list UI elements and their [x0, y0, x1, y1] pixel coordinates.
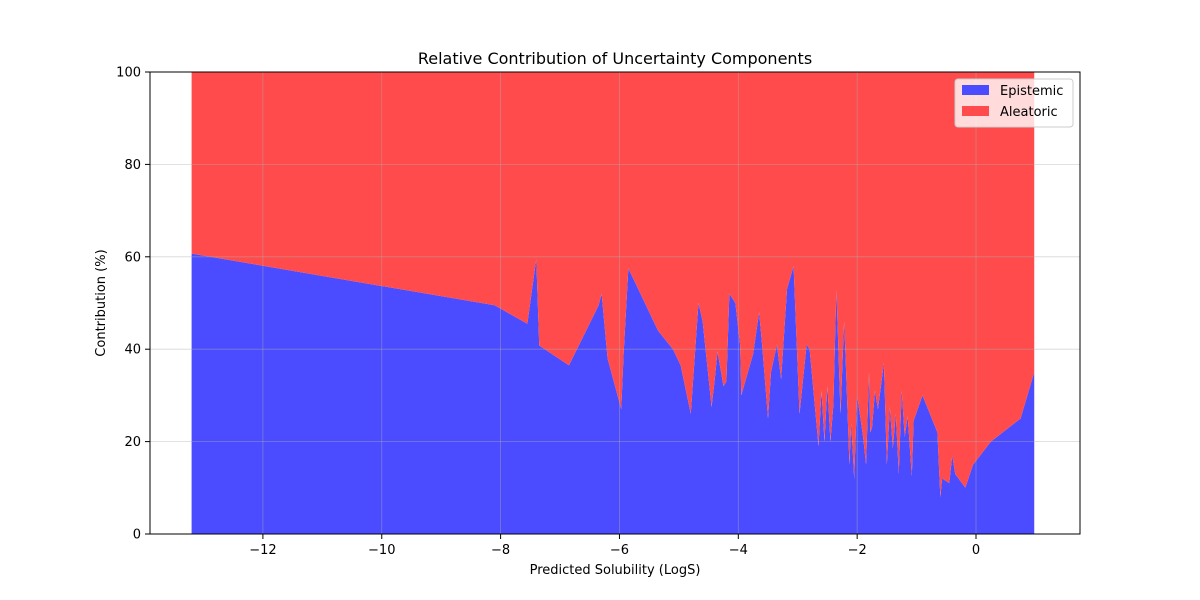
y-tick-label: 60: [124, 250, 141, 265]
area-layer: [191, 72, 1035, 534]
x-tick-label: 0: [972, 543, 980, 558]
y-tick-label: 40: [124, 343, 141, 358]
x-tick-label: −6: [610, 543, 629, 558]
x-axis-label: Predicted Solubility (LogS): [530, 563, 701, 578]
x-tick-label: −12: [249, 543, 276, 558]
legend: Epistemic Aleatoric: [954, 78, 1074, 128]
tick-layer: −12 −10 −8 −6 −4 −2 0 0 20 40 60 80 100: [116, 66, 980, 559]
chart-title: Relative Contribution of Uncertainty Com…: [418, 49, 812, 68]
area-series-aleatoric: [191, 72, 1035, 498]
x-tick-label: −8: [491, 543, 510, 558]
x-tick-label: −4: [729, 543, 748, 558]
x-tick-label: −10: [368, 543, 395, 558]
legend-swatch-epistemic: [962, 85, 989, 95]
plot-frame: [149, 71, 1081, 535]
y-tick-label: 100: [116, 66, 141, 81]
area-series-epistemic: [191, 253, 1035, 534]
y-tick-label: 80: [124, 158, 141, 173]
x-tick-label: −2: [848, 543, 867, 558]
y-tick-label: 20: [124, 435, 141, 450]
legend-label-aleatoric: Aleatoric: [1000, 105, 1058, 120]
y-tick-label: 0: [133, 528, 141, 543]
y-axis-label: Contribution (%): [94, 249, 109, 356]
legend-label-epistemic: Epistemic: [1000, 84, 1063, 99]
legend-swatch-aleatoric: [962, 106, 989, 116]
